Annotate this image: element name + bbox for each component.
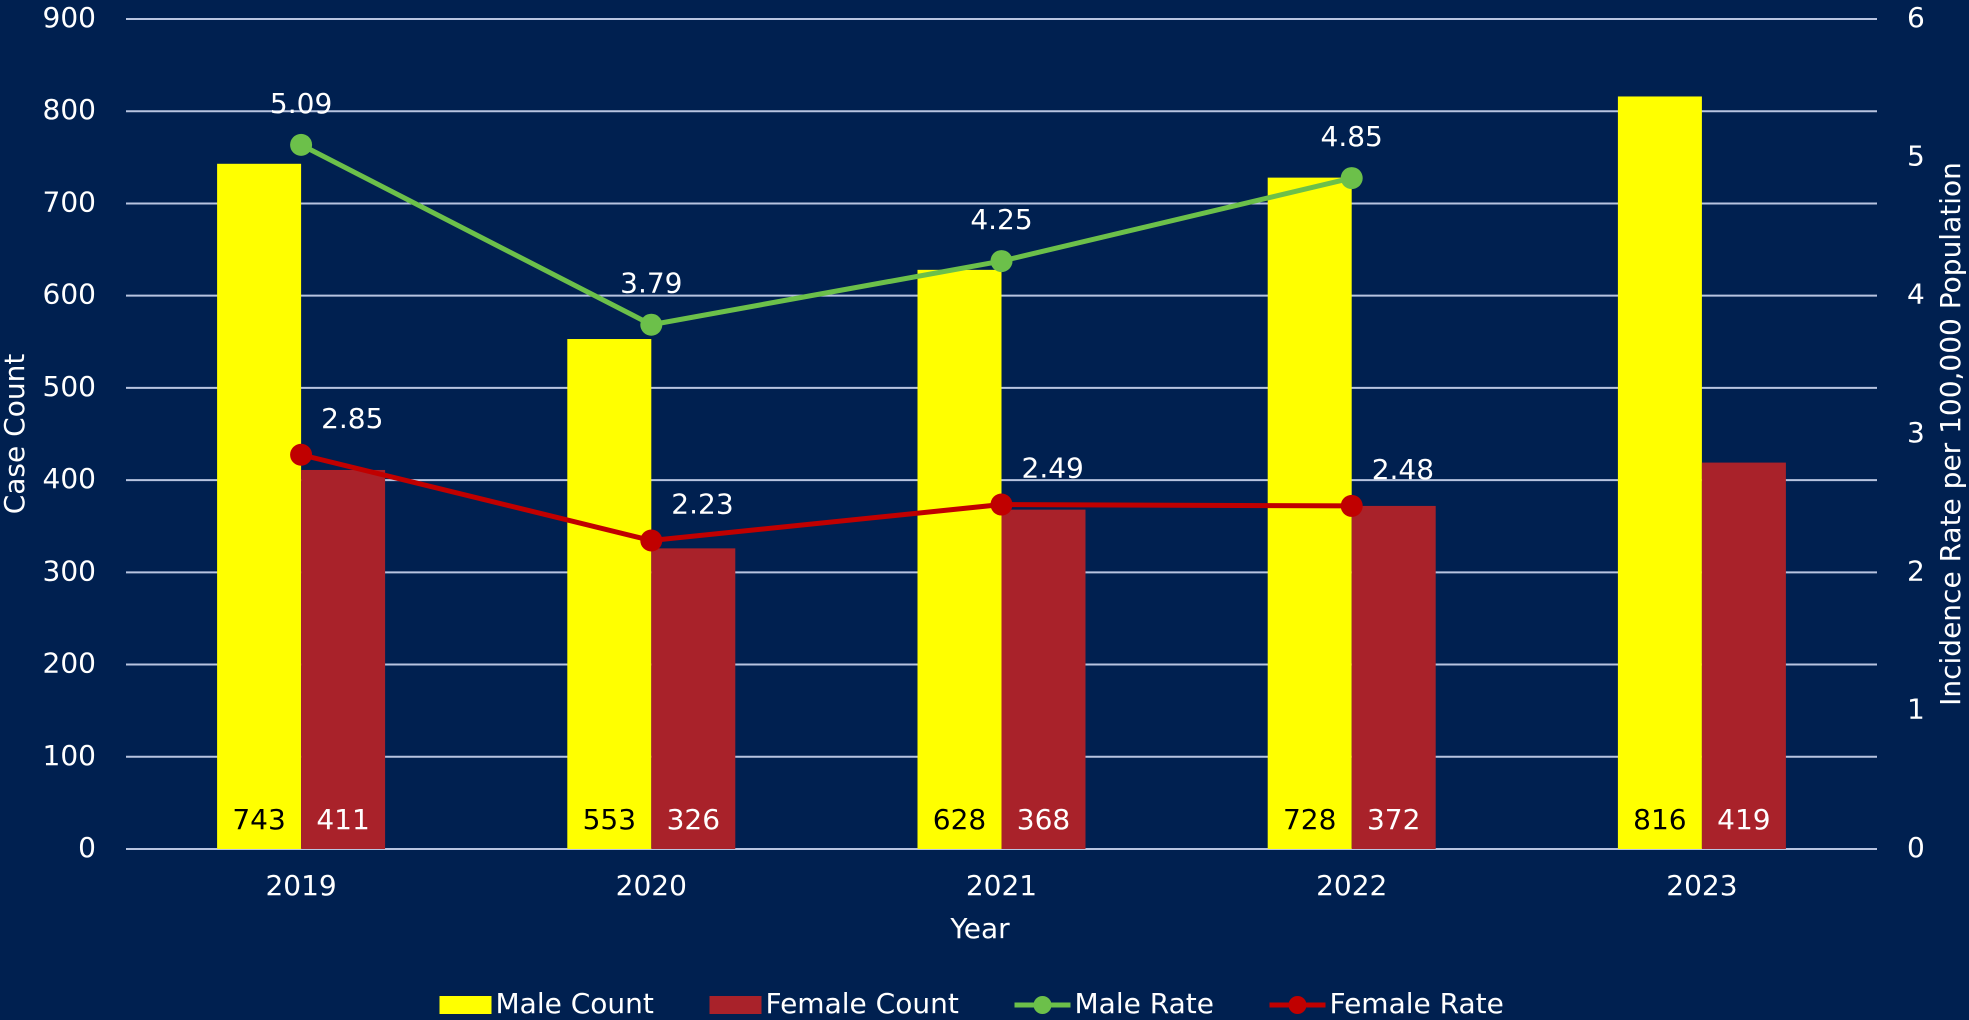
x-tick-label: 2022	[1316, 869, 1387, 902]
y2-axis-label: Incidence Rate per 100,000 Population	[1934, 162, 1967, 706]
line-marker	[290, 443, 313, 466]
line-marker	[990, 493, 1013, 516]
y2-tick-label: 5	[1907, 139, 1925, 172]
bar	[1701, 462, 1786, 849]
y-tick-label: 900	[43, 1, 96, 34]
y2-tick-label: 0	[1907, 831, 1925, 864]
bar-value-label: 728	[1283, 803, 1336, 836]
line-marker	[640, 529, 663, 552]
bar-value-label: 553	[583, 803, 636, 836]
y-tick-label: 700	[43, 185, 96, 218]
x-tick-label: 2019	[265, 869, 336, 902]
y-tick-label: 500	[43, 370, 96, 403]
y-tick-label: 300	[43, 554, 96, 587]
line-value-label: 4.85	[1321, 120, 1383, 153]
y-tick-label: 600	[43, 278, 96, 311]
legend-label: Female Rate	[1330, 987, 1504, 1020]
y2-tick-label: 3	[1907, 416, 1925, 449]
bar	[217, 163, 302, 850]
y-tick-label: 100	[43, 739, 96, 772]
legend-swatch	[1288, 996, 1307, 1014]
line	[300, 452, 1352, 544]
y2-tick-label: 6	[1907, 1, 1925, 34]
line-value-label: 5.09	[270, 87, 332, 120]
bar-value-label: 411	[316, 803, 369, 836]
y-tick-label: 400	[43, 462, 96, 495]
y-tick-label: 800	[43, 93, 96, 126]
x-axis-label: Year	[949, 912, 1010, 945]
bar	[1001, 509, 1086, 849]
line	[299, 142, 1353, 328]
line-value-label: 2.85	[321, 402, 383, 435]
bar-value-label: 372	[1367, 803, 1420, 836]
line-value-label: 2.48	[1372, 453, 1434, 486]
legend-swatch	[1033, 996, 1052, 1014]
y2-tick-label: 1	[1907, 693, 1925, 726]
bar	[1351, 505, 1436, 849]
bar	[1617, 96, 1702, 849]
bar-value-label: 628	[933, 803, 986, 836]
legend-label: Female Count	[766, 987, 959, 1020]
bar-value-label: 816	[1633, 803, 1686, 836]
bar	[567, 339, 652, 849]
legend-label: Male Count	[496, 987, 654, 1020]
line-marker	[990, 250, 1013, 273]
bar	[917, 269, 1002, 849]
x-tick-label: 2023	[1666, 869, 1737, 902]
x-tick-label: 2020	[616, 869, 687, 902]
bar	[651, 548, 736, 849]
x-tick-label: 2021	[966, 869, 1037, 902]
y2-tick-label: 4	[1907, 278, 1925, 311]
line-marker	[290, 133, 313, 156]
line-marker	[1340, 167, 1363, 190]
bar-value-label: 368	[1017, 803, 1070, 836]
y2-tick-label: 2	[1907, 554, 1925, 587]
line-value-label: 2.23	[671, 488, 733, 521]
line-marker	[640, 313, 663, 336]
bar-value-label: 326	[667, 803, 720, 836]
legend-swatch	[439, 996, 492, 1014]
y-axis-label: Case Count	[0, 354, 31, 515]
bar	[1267, 177, 1352, 850]
bar-value-label: 743	[232, 803, 285, 836]
bar-value-label: 419	[1717, 803, 1770, 836]
line-value-label: 4.25	[970, 203, 1032, 236]
line-value-label: 2.49	[1022, 452, 1084, 485]
y-tick-label: 0	[78, 831, 96, 864]
legend-swatch	[709, 996, 762, 1014]
line-marker	[1340, 494, 1363, 517]
line-value-label: 3.79	[620, 267, 682, 300]
y-tick-label: 200	[43, 647, 96, 680]
bar	[301, 469, 386, 849]
legend-label: Male Rate	[1075, 987, 1214, 1020]
